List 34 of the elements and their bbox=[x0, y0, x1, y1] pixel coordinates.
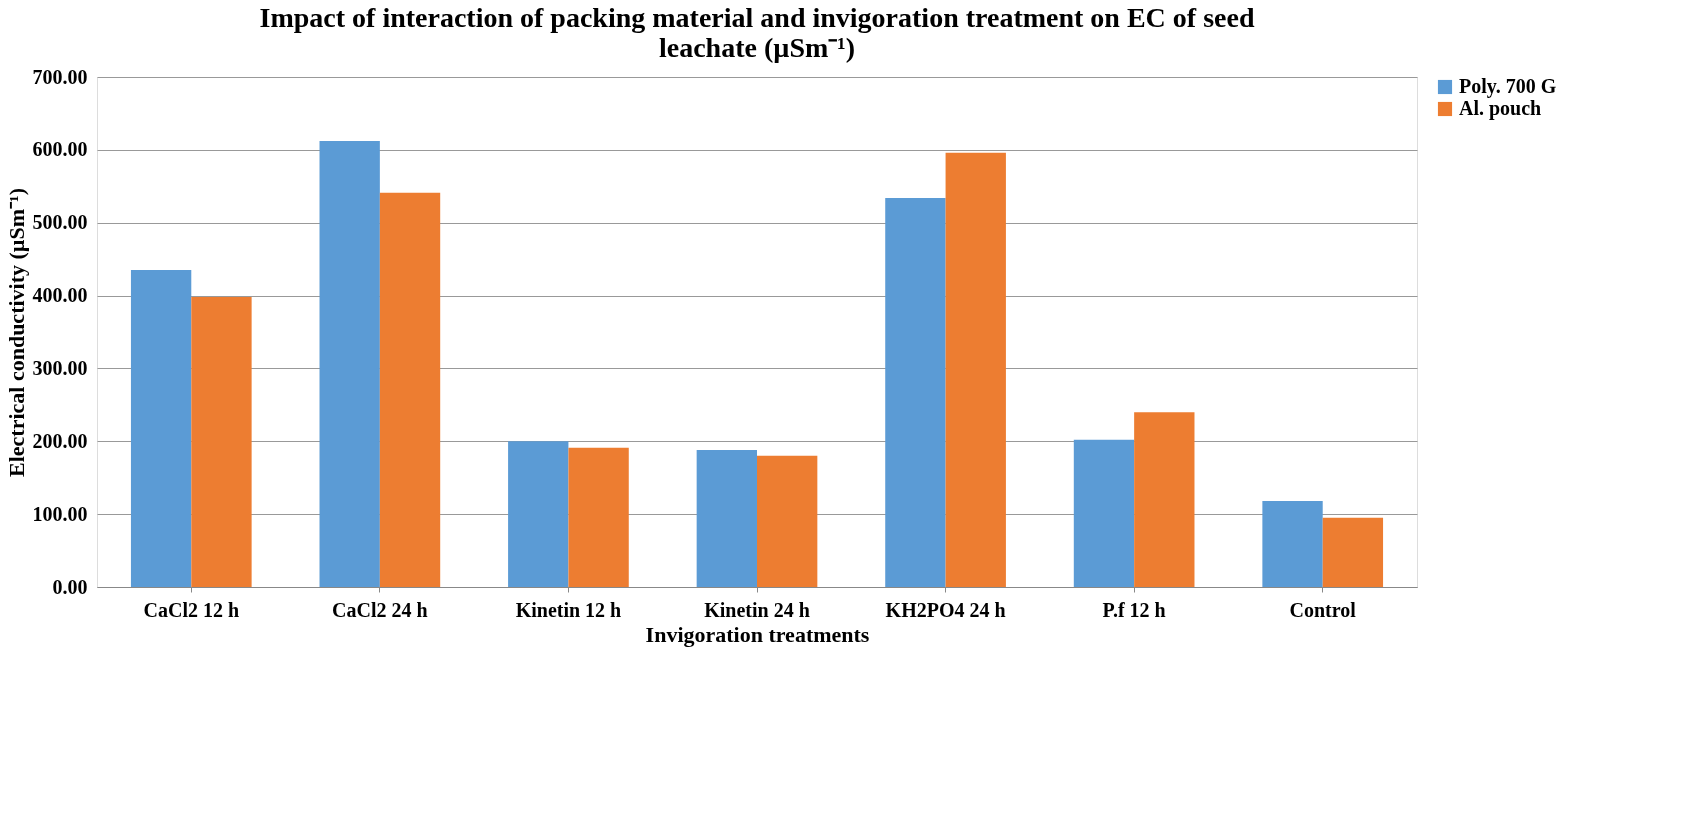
x-axis-title: Invigoration treatments bbox=[645, 621, 870, 647]
y-tick-label: 200.00 bbox=[32, 429, 88, 452]
bar bbox=[1134, 412, 1195, 587]
x-tick-label: Control bbox=[1289, 598, 1357, 621]
legend-label: Al. pouch bbox=[1459, 97, 1542, 120]
legend-label: Poly. 700 G bbox=[1459, 75, 1557, 98]
x-tick-label: CaCl2 24 h bbox=[332, 598, 428, 621]
x-tick-label: Kinetin 24 h bbox=[704, 598, 810, 621]
bar bbox=[1322, 517, 1384, 587]
bar bbox=[191, 297, 252, 587]
y-tick-label: 700.00 bbox=[32, 65, 88, 88]
bar bbox=[1262, 501, 1323, 587]
bar bbox=[379, 192, 441, 587]
bar bbox=[757, 455, 818, 587]
chart-title: Impact of interaction of packing material and invigoration treatment on EC of seed leachate (µSm⁻¹) bbox=[259, 2, 1255, 63]
y-tick-label: 600.00 bbox=[32, 138, 88, 161]
bar bbox=[1073, 439, 1135, 587]
bar bbox=[568, 447, 629, 587]
y-axis-title: Electrical conductivity (µSm⁻¹) bbox=[3, 188, 29, 477]
bar bbox=[319, 141, 380, 587]
x-tick-label: KH2PO4 24 h bbox=[885, 598, 1006, 621]
x-tick-label: CaCl2 12 h bbox=[143, 598, 240, 621]
bar bbox=[508, 441, 569, 587]
y-tick-label: 0.00 bbox=[52, 575, 88, 598]
y-tick-label: 400.00 bbox=[32, 284, 88, 307]
bar bbox=[696, 450, 757, 587]
bar bbox=[130, 270, 192, 587]
x-tick-label: Kinetin 12 h bbox=[515, 598, 622, 621]
bar bbox=[945, 152, 1006, 587]
y-tick-label: 100.00 bbox=[32, 502, 88, 525]
y-tick-label: 500.00 bbox=[32, 211, 88, 234]
bar bbox=[885, 197, 946, 587]
y-tick-label: 300.00 bbox=[32, 356, 88, 379]
x-tick-label: P.f 12 h bbox=[1102, 598, 1166, 621]
